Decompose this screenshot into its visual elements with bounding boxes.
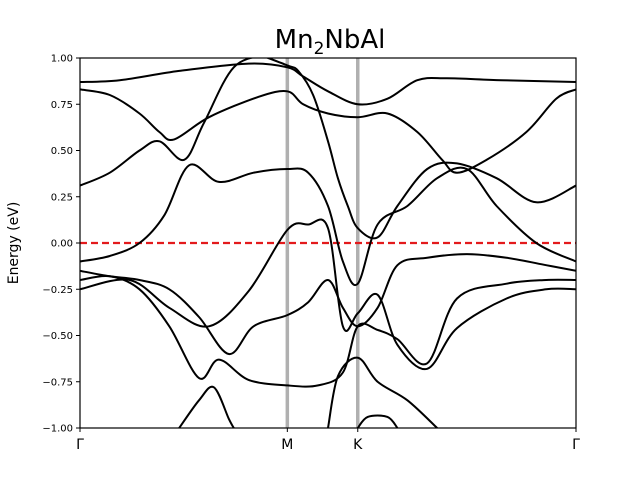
band-line-1: [80, 88, 576, 174]
chart-title-base: Mn: [275, 25, 314, 55]
chart-title: Mn2NbAl: [275, 25, 386, 59]
y-tick-label-6: −0.50: [42, 331, 73, 342]
y-axis-ticks: 1.00 0.75 0.50 0.25 0.00 −0.25 −0.50 −0.75 −1.00: [42, 54, 80, 435]
y-tick-label-8: −1.00: [42, 424, 73, 435]
band-line-2: [80, 58, 255, 187]
band-line-7: [80, 218, 576, 371]
band-line-4: [80, 163, 576, 287]
chart-title-subscript: 2: [314, 39, 325, 59]
band-line-10: [356, 414, 399, 428]
y-axis-title: Energy (eV): [6, 202, 22, 285]
band-line-5: [80, 253, 576, 355]
kpoint-label-2: K: [353, 437, 363, 453]
band-line-3: [265, 58, 576, 240]
y-tick-label-5: −0.25: [42, 285, 73, 296]
band-line-0: [80, 62, 576, 106]
y-tick-label-4: 0.00: [51, 239, 73, 250]
kpoint-label-1: M: [281, 437, 293, 453]
band-line-9: [327, 356, 439, 428]
y-tick-label-0: 1.00: [51, 54, 73, 65]
y-tick-label-7: −0.75: [42, 377, 73, 388]
y-tick-label-2: 0.50: [51, 146, 73, 157]
chart-title-rest: NbAl: [324, 25, 385, 55]
band-lines: [80, 58, 576, 428]
y-tick-label-3: 0.25: [51, 192, 73, 203]
kpoint-label-0: Γ: [76, 437, 84, 453]
band-line-6: [80, 275, 576, 388]
y-tick-label-1: 0.75: [51, 100, 73, 111]
band-line-8: [178, 385, 235, 428]
kpoint-label-3: Γ: [572, 437, 580, 453]
